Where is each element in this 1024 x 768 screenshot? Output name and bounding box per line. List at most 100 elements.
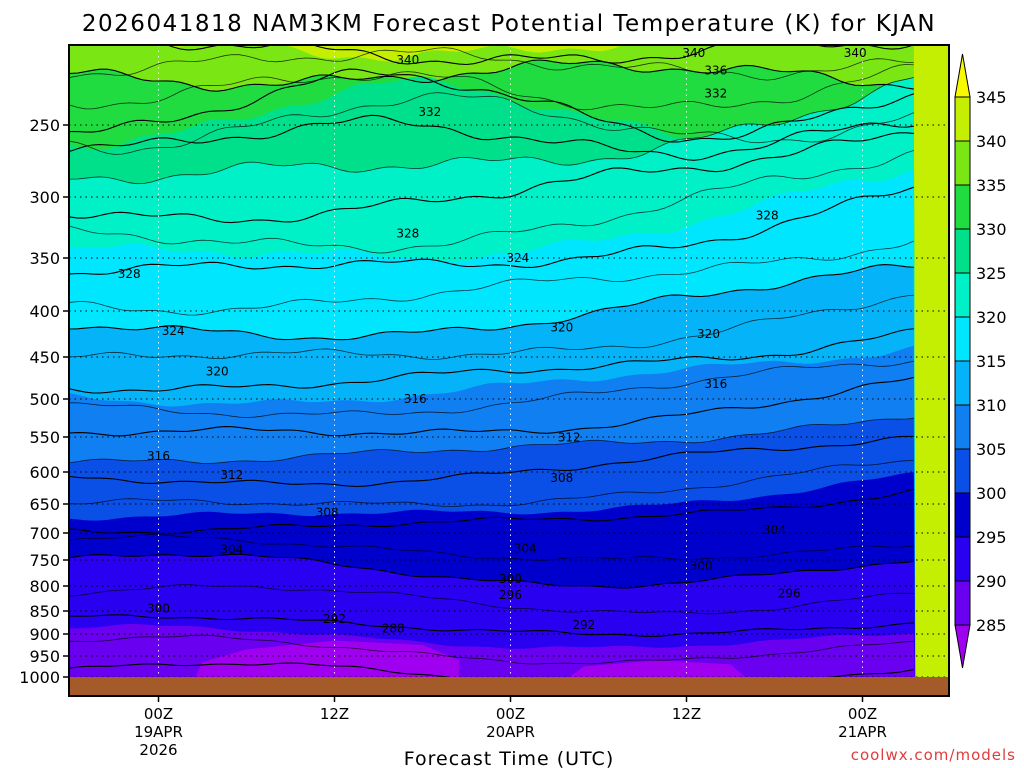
contour-label-320: 320: [206, 364, 229, 378]
y-tick-label: 900: [29, 625, 60, 644]
svg-text:332: 332: [704, 86, 727, 100]
svg-text:316: 316: [147, 449, 170, 463]
contour-label-296: 296: [499, 588, 522, 602]
colorbar-label: 300: [976, 484, 1007, 503]
y-tick-label: 350: [29, 249, 60, 268]
svg-text:296: 296: [499, 588, 522, 602]
contour-label-312: 312: [558, 431, 581, 445]
cold-pool-fill: [195, 640, 460, 677]
y-tick-label: 600: [29, 463, 60, 482]
contour-label-308: 308: [550, 471, 573, 485]
contour-label-328: 328: [756, 208, 779, 222]
svg-text:312: 312: [558, 431, 581, 445]
colorbar-label: 345: [976, 88, 1007, 107]
svg-text:288: 288: [382, 621, 405, 635]
isentrope-316: [69, 328, 914, 394]
contour-label-300: 300: [690, 559, 713, 573]
isentrope-contours: [69, 45, 914, 696]
contour-label-328: 328: [118, 267, 141, 281]
x-tick-label: 19APR: [134, 723, 183, 741]
svg-text:324: 324: [162, 324, 185, 338]
colorbar-segment: [954, 360, 971, 406]
colorbar-label: 325: [976, 264, 1007, 283]
contour-label-320: 320: [697, 327, 720, 341]
isentrope-306: [69, 460, 914, 507]
isentrope-344: [165, 45, 914, 66]
x-tick-label: 12Z: [672, 705, 701, 723]
contour-label-336: 336: [704, 63, 727, 77]
svg-text:292: 292: [323, 612, 346, 626]
contour-label-324: 324: [162, 324, 185, 338]
contour-label-292: 292: [572, 618, 595, 632]
contour-label-300: 300: [147, 602, 170, 616]
contour-label-340: 340: [682, 46, 705, 60]
isentrope-330: [69, 77, 914, 185]
isentrope-332: [69, 114, 914, 161]
colorbar-max-arrow: [954, 53, 971, 98]
x-tick-label: 12Z: [320, 705, 349, 723]
colorbar-segment: [954, 228, 971, 274]
isentrope-312: [69, 376, 914, 437]
cold-pool-fill: [569, 660, 746, 677]
y-tick-label: 250: [29, 116, 60, 135]
svg-text:320: 320: [206, 364, 229, 378]
contour-labels: 340 340 340 336 332 332 328 328 328 324 324 320 320 3…: [118, 46, 867, 635]
svg-text:304: 304: [220, 543, 243, 557]
x-tick-label: 00Z: [144, 705, 173, 723]
svg-text:300: 300: [690, 559, 713, 573]
pressure-axis: 250 300 350 400 450 500 550 600 650 700 750 800 850 9…: [19, 116, 69, 687]
temperature-color-fill: [69, 45, 949, 696]
contour-label-316: 316: [147, 449, 170, 463]
y-tick-label: 750: [29, 551, 60, 570]
contour-label-332: 332: [418, 105, 441, 119]
credit-link[interactable]: coolwx.com/models: [851, 746, 1016, 764]
svg-text:308: 308: [550, 471, 573, 485]
colorbar-label: 315: [976, 352, 1007, 371]
svg-text:304: 304: [514, 542, 537, 556]
contour-label-316: 316: [704, 377, 727, 391]
contour-label-340: 340: [396, 53, 419, 67]
colorbar-segment: [954, 404, 971, 450]
isentrope-318: [69, 294, 914, 360]
y-tick-label: 850: [29, 602, 60, 621]
y-tick-label: 800: [29, 577, 60, 596]
y-tick-label: 550: [29, 428, 60, 447]
contour-label-340: 340: [844, 46, 867, 60]
svg-text:340: 340: [844, 46, 867, 60]
contour-label-304: 304: [763, 523, 786, 537]
svg-text:316: 316: [404, 392, 427, 406]
colorbar-segment: [954, 184, 971, 230]
colorbar-segment: [954, 536, 971, 582]
x-tick-label: 2026: [139, 741, 177, 759]
y-tick-label: 500: [29, 390, 60, 409]
colorbar-segment: [954, 272, 971, 318]
svg-text:292: 292: [572, 618, 595, 632]
contour-label-328: 328: [396, 227, 419, 241]
svg-text:320: 320: [697, 327, 720, 341]
colorbar-label: 310: [976, 396, 1007, 415]
contour-label-288: 288: [382, 621, 405, 635]
isentrope-322: [69, 240, 914, 316]
y-tick-label: 300: [29, 188, 60, 207]
contour-label-304: 304: [514, 542, 537, 556]
colorbar-label: 335: [976, 176, 1007, 195]
isentrope-296: [69, 614, 914, 637]
colorbar-label: 295: [976, 528, 1007, 547]
svg-text:296: 296: [778, 587, 801, 601]
isentrope-300: [69, 553, 914, 589]
colorbar-label: 290: [976, 572, 1007, 591]
contour-label-296: 296: [778, 587, 801, 601]
isentrope-342: [69, 47, 914, 81]
isentrope-338: [69, 63, 914, 111]
svg-text:316: 316: [704, 377, 727, 391]
x-tick-label: 21APR: [838, 723, 887, 741]
y-tick-label: 450: [29, 348, 60, 367]
isentrope-294: [69, 634, 914, 665]
colorbar-segment: [954, 492, 971, 538]
colorbar-label: 330: [976, 220, 1007, 239]
isentrope-324: [69, 186, 914, 275]
svg-text:340: 340: [396, 53, 419, 67]
isentrope-334: [69, 92, 914, 155]
ground-surface-band: [69, 677, 949, 696]
colorbar-segment: [954, 580, 971, 626]
